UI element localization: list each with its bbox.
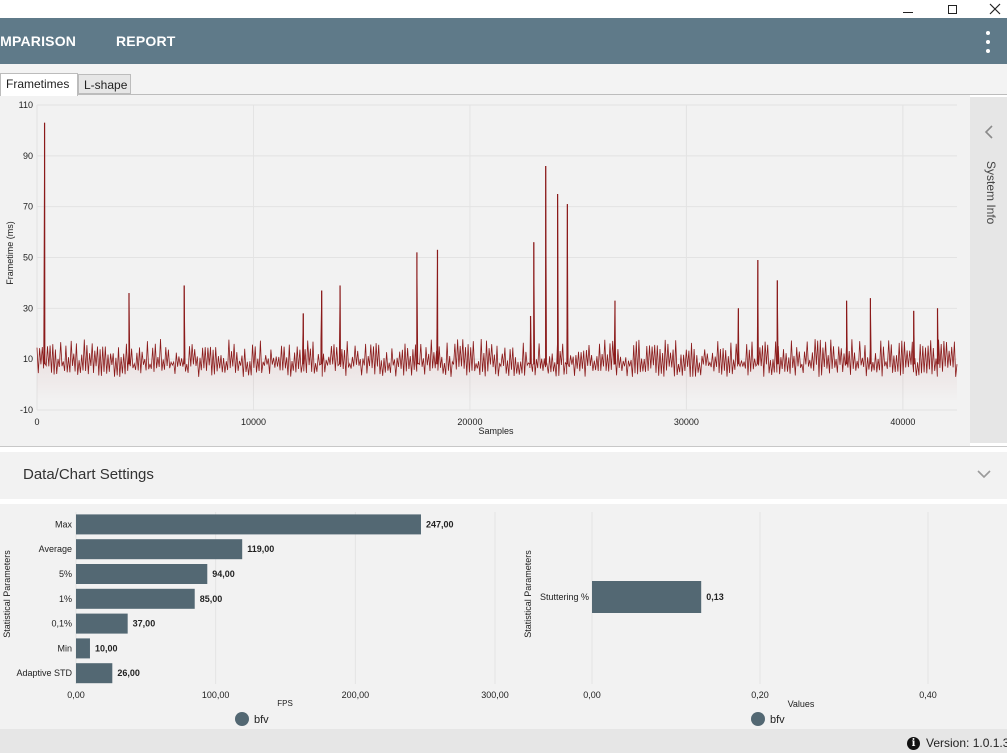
y-tick-label: 50 (23, 253, 33, 263)
fps-category-label: 0,1% (51, 619, 72, 629)
stut-value-label: 0,13 (706, 592, 724, 602)
fps-category-label: Min (57, 643, 72, 653)
fps-x-axis-label: FPS (277, 699, 293, 708)
frametime-series-line (36, 122, 958, 377)
tab-l-shape[interactable]: L-shape (78, 74, 131, 94)
system-info-panel[interactable]: System Info (970, 97, 1007, 443)
frametime-area-fill (37, 122, 957, 403)
chevron-left-icon[interactable] (982, 125, 996, 141)
stut-x-tick-label: 0,00 (583, 690, 601, 700)
fps-bar (76, 663, 113, 684)
x-axis-label: Samples (478, 426, 514, 436)
fps-legend-label: bfv (254, 714, 269, 726)
fps-category-label: Average (39, 544, 72, 554)
nav-report[interactable]: REPORT (116, 33, 176, 49)
fps-category-label: Max (55, 519, 73, 529)
fps-bar (76, 514, 421, 535)
x-tick-label: 40000 (890, 417, 915, 427)
fps-x-tick-label: 300,00 (481, 690, 509, 700)
stut-category-label: Stuttering % (540, 592, 589, 602)
fps-bar (76, 613, 128, 634)
close-glyph (989, 3, 1001, 15)
maximize-icon[interactable] (937, 0, 967, 18)
x-tick-label: 0 (34, 417, 39, 427)
system-info-label: System Info (984, 161, 998, 225)
fps-value-label: 10,00 (95, 643, 118, 653)
info-icon[interactable]: i (907, 737, 920, 750)
fps-category-label: 1% (59, 594, 72, 604)
stut-bar (592, 581, 702, 613)
statistics-charts: 0,00 100,00 200,00 300,00 Max 247,00 Average 1… (2, 512, 937, 726)
tab-frametimes[interactable]: Frametimes (0, 73, 78, 96)
section-divider (0, 446, 1007, 447)
close-icon[interactable] (980, 0, 1007, 18)
data-chart-settings-header[interactable]: Data/Chart Settings (0, 452, 1007, 499)
fps-bar (76, 638, 90, 659)
fps-value-label: 94,00 (212, 569, 235, 579)
fps-value-label: 26,00 (117, 668, 140, 678)
fps-value-label: 247,00 (426, 519, 454, 529)
fps-x-tick-label: 100,00 (202, 690, 230, 700)
y-tick-label: 110 (19, 100, 33, 110)
kebab-menu-icon[interactable] (978, 31, 998, 53)
fps-category-label: Adaptive STD (16, 668, 72, 678)
fps-x-tick-label: 200,00 (342, 690, 370, 700)
y-tick-label: 70 (23, 202, 33, 212)
fps-value-label: 119,00 (247, 544, 274, 554)
fps-legend-marker (235, 712, 249, 726)
window-titlebar (0, 0, 1007, 18)
stut-x-axis-label: Values (788, 699, 815, 709)
y-tick-label: 30 (23, 303, 33, 313)
y-tick-label: 90 (23, 151, 33, 161)
stut-x-tick-label: 0,20 (751, 690, 769, 700)
version-label: Version: 1.0.1.3 (926, 736, 1007, 750)
nav-comparison[interactable]: OMPARISON (0, 33, 77, 49)
fps-x-tick-label: 0,00 (67, 690, 85, 700)
fps-bar (76, 588, 195, 609)
tab-divider (0, 94, 1007, 95)
minimize-icon[interactable] (893, 0, 923, 18)
y-tick-label: -10 (20, 405, 33, 415)
statistics-panel: 0,00 100,00 200,00 300,00 Max 247,00 Average 1… (0, 504, 1007, 730)
x-tick-label: 10000 (241, 417, 266, 427)
x-tick-label: 30000 (674, 417, 699, 427)
chevron-down-icon[interactable] (976, 466, 994, 484)
y-axis-label: Frametime (ms) (5, 221, 15, 285)
x-tick-label: 20000 (457, 417, 482, 427)
fps-value-label: 37,00 (133, 619, 156, 629)
chart-tab-strip: Frametimes L-shape (0, 64, 1007, 96)
stut-y-axis-label: Statistical Parameters (523, 550, 533, 638)
fps-bar (76, 539, 243, 560)
stut-legend-marker (751, 712, 765, 726)
y-tick-label: 10 (23, 354, 33, 364)
status-bar: i Version: 1.0.1.3 (0, 729, 1007, 753)
fps-y-axis-label: Statistical Parameters (2, 550, 12, 638)
app-navigation-bar: OMPARISON REPORT (0, 18, 1007, 64)
frametime-chart: 110 90 70 50 30 10 -100 10000 20000 30000 40000 Sa… (5, 100, 958, 436)
fps-bar (76, 564, 208, 584)
fps-category-label: 5% (59, 569, 72, 579)
stut-x-tick-label: 0,40 (919, 690, 937, 700)
fps-value-label: 85,00 (200, 594, 223, 604)
frametime-chart-panel: 110 90 70 50 30 10 -10 0 10000 20000 30000 40000 Sa… (0, 95, 970, 446)
stut-legend-label: bfv (770, 714, 785, 726)
settings-title: Data/Chart Settings (23, 466, 154, 483)
